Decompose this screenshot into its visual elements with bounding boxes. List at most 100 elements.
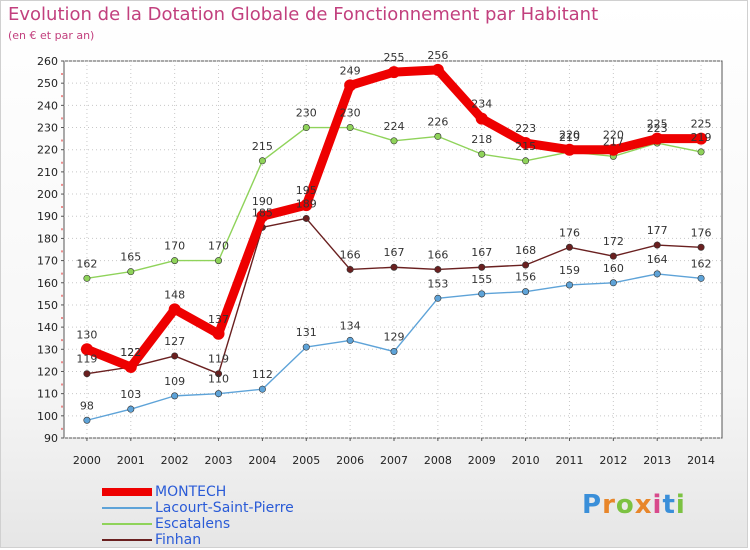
y-tick-label: 250 [37, 77, 58, 90]
x-tick-label: 2005 [292, 454, 320, 467]
data-label: 230 [340, 107, 361, 120]
y-tick-label: 120 [37, 365, 58, 378]
logo-letter: r [602, 490, 616, 520]
x-tick-label: 2011 [555, 454, 583, 467]
data-point [653, 241, 661, 249]
y-tick-label: 170 [37, 255, 58, 268]
series-montech [80, 63, 708, 374]
series-lacourt-saint-pierre [83, 270, 705, 424]
y-tick-label: 260 [37, 55, 58, 68]
data-point [171, 257, 179, 265]
data-point [168, 303, 181, 316]
data-point [83, 370, 91, 378]
data-label: 230 [296, 107, 317, 120]
x-tick-label: 2006 [336, 454, 364, 467]
data-label: 215 [515, 140, 536, 153]
data-label: 256 [427, 49, 448, 62]
data-label: 119 [208, 353, 229, 366]
y-tick-label: 110 [37, 388, 58, 401]
data-label: 176 [691, 226, 712, 239]
data-point [434, 294, 442, 302]
data-point [434, 132, 442, 140]
data-point [653, 270, 661, 278]
data-point [346, 124, 354, 132]
x-tick-label: 2003 [205, 454, 233, 467]
data-point [565, 243, 573, 251]
y-tick-label: 190 [37, 210, 58, 223]
x-tick-label: 2009 [468, 454, 496, 467]
data-label: 165 [120, 251, 141, 264]
data-label: 122 [120, 346, 141, 359]
y-tick-label: 150 [37, 299, 58, 312]
data-label: 112 [252, 368, 273, 381]
data-point [607, 143, 620, 156]
data-point [695, 132, 708, 145]
data-point [346, 265, 354, 273]
data-point [302, 214, 310, 222]
legend-swatch [102, 523, 152, 525]
data-label: 162 [691, 257, 712, 270]
legend-swatch [102, 539, 152, 541]
data-point [390, 348, 398, 356]
data-label: 226 [427, 115, 448, 128]
legend-item: Finhan [102, 532, 342, 548]
logo-letter: P [582, 490, 603, 520]
data-label: 137 [208, 313, 229, 326]
data-point [344, 79, 357, 92]
data-label: 148 [164, 288, 185, 301]
data-label: 119 [76, 353, 97, 366]
data-point [563, 143, 576, 156]
x-tick-label: 2007 [380, 454, 408, 467]
data-point [522, 288, 530, 296]
data-label: 225 [647, 118, 668, 131]
legend-item: Lacourt-Saint-Pierre [102, 500, 342, 516]
legend-label: Finhan [155, 532, 202, 548]
data-point [697, 243, 705, 251]
legend-label: Lacourt-Saint-Pierre [155, 500, 294, 516]
data-point [127, 405, 135, 413]
plot-area [63, 60, 723, 439]
data-point [478, 263, 486, 271]
data-label: 185 [252, 206, 273, 219]
legend-label: Escatalens [155, 516, 231, 532]
data-point [522, 157, 530, 165]
y-tick-label: 200 [37, 188, 58, 201]
x-tick-label: 2004 [248, 454, 276, 467]
logo-letter: i [675, 490, 686, 520]
data-label: 162 [76, 257, 97, 270]
data-point [256, 210, 269, 223]
data-label: 215 [252, 140, 273, 153]
data-label: 170 [164, 240, 185, 253]
data-label: 220 [559, 129, 580, 142]
data-label: 167 [471, 246, 492, 259]
x-tick-label: 2000 [73, 454, 101, 467]
chart-subtitle: (en € et par an) [8, 29, 95, 42]
data-label: 166 [427, 248, 448, 261]
data-point [390, 137, 398, 145]
data-label: 164 [647, 253, 668, 266]
data-point [302, 124, 310, 132]
data-label: 172 [603, 235, 624, 248]
logo-letter: i [652, 490, 663, 520]
data-label: 129 [384, 331, 405, 344]
logo-letter: x [634, 490, 653, 520]
data-point [215, 370, 223, 378]
data-label: 219 [691, 131, 712, 144]
data-point [478, 150, 486, 158]
x-tick-label: 2010 [512, 454, 540, 467]
data-point [171, 392, 179, 400]
data-point [300, 199, 313, 212]
data-label: 131 [296, 326, 317, 339]
legend-swatch [102, 488, 152, 496]
y-tick-label: 180 [37, 232, 58, 245]
data-point [80, 343, 93, 356]
chart-title: Evolution de la Dotation Globale de Fonc… [8, 4, 599, 25]
x-tick-label: 2001 [117, 454, 145, 467]
data-point [258, 157, 266, 165]
data-point [697, 148, 705, 156]
data-point [434, 265, 442, 273]
data-label: 220 [603, 129, 624, 142]
x-tick-label: 2014 [687, 454, 715, 467]
data-point [171, 352, 179, 360]
